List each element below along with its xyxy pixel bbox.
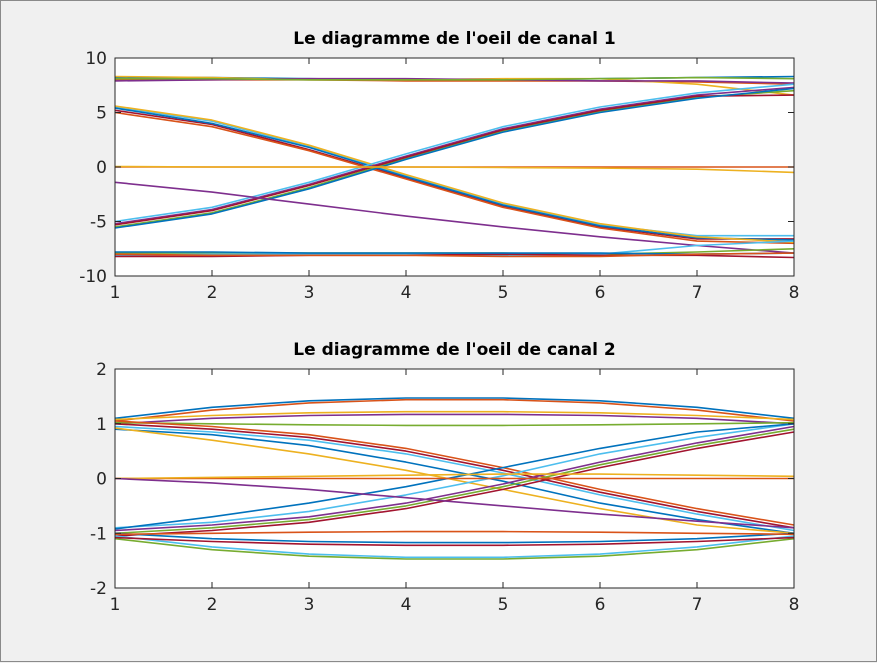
chart-title: Le diagramme de l'oeil de canal 2 [293, 340, 615, 360]
axes-frame [114, 368, 795, 589]
y-tick-label: -10 [79, 267, 107, 287]
eye-trace-line [114, 87, 795, 229]
eye-trace-line [114, 423, 795, 529]
eye-trace-line [114, 425, 795, 532]
eye-trace-line [114, 428, 795, 535]
eye-trace-line [114, 181, 795, 254]
eye-trace-line [114, 423, 795, 529]
eye-trace-line [114, 107, 795, 241]
eye-trace-line [114, 111, 795, 245]
x-tick-label: 3 [304, 283, 315, 303]
eye-trace-line [114, 109, 794, 240]
eye-trace-line [114, 420, 795, 526]
y-tick-label: -5 [90, 213, 107, 233]
y-tick-label: 10 [85, 49, 107, 69]
x-tick-label: 7 [692, 595, 703, 615]
eye-trace-line [114, 536, 795, 547]
eye-trace-line [114, 473, 795, 480]
eye-trace-line [114, 477, 795, 529]
eye-trace-line [114, 165, 795, 174]
eye-trace-line [114, 421, 795, 427]
x-tick-label: 4 [401, 595, 412, 615]
series-lines [114, 397, 795, 560]
eye-trace-line [114, 86, 795, 225]
x-tick-label: 8 [789, 283, 800, 303]
y-tick-label: -1 [90, 524, 107, 544]
x-tick-label: 1 [110, 283, 121, 303]
x-tick-label: 6 [595, 595, 606, 615]
y-tick-label: 2 [96, 360, 107, 380]
eye-trace-line [114, 397, 795, 420]
x-tick-label: 2 [207, 595, 218, 615]
x-tick-label: 5 [498, 283, 509, 303]
x-tick-label: 4 [401, 283, 412, 303]
subplot-canal-1: Le diagramme de l'oeil de canal 1 1 2 3 4 5 6… [79, 29, 799, 303]
y-tick-label: 0 [96, 158, 107, 178]
x-tick-label: 6 [595, 283, 606, 303]
axes-frame [114, 57, 795, 277]
eye-trace-line [114, 537, 795, 560]
y-tick-label: 5 [96, 104, 107, 124]
eye-trace-line [114, 252, 795, 258]
x-tick-label: 3 [304, 595, 315, 615]
eye-trace-line [114, 423, 795, 530]
eye-trace-line [114, 413, 795, 425]
eye-trace-line [114, 105, 795, 243]
eye-trace-line [114, 83, 795, 223]
y-tick-label: -2 [90, 579, 107, 599]
eye-trace-line [114, 94, 795, 226]
eye-trace-line [114, 398, 795, 422]
eye-trace-line [114, 530, 795, 536]
eye-trace-line [114, 431, 795, 537]
y-tick-label: 1 [96, 415, 107, 435]
x-tick-label: 8 [789, 595, 800, 615]
eye-trace-line [114, 535, 795, 559]
eye-trace-line [114, 427, 795, 535]
y-tick-label: 0 [96, 470, 107, 490]
subplot-canal-2: Le diagramme de l'oeil de canal 2 1 2 3 4 5 6… [90, 340, 799, 615]
chart-title: Le diagramme de l'oeil de canal 1 [293, 29, 615, 49]
eye-trace-line [114, 532, 795, 544]
eye-trace-line [114, 428, 795, 535]
eye-trace-line [114, 410, 795, 421]
axis-ticks: 1 2 3 4 5 6 7 8 -10 -5 0 5 10 [79, 49, 799, 303]
eye-trace-line [114, 425, 795, 532]
x-tick-label: 7 [692, 283, 703, 303]
eye-trace-line [115, 76, 795, 81]
x-tick-label: 1 [110, 595, 121, 615]
series-lines [114, 75, 795, 259]
x-tick-label: 5 [498, 595, 509, 615]
eye-trace-line [114, 89, 795, 228]
x-tick-label: 2 [207, 283, 218, 303]
